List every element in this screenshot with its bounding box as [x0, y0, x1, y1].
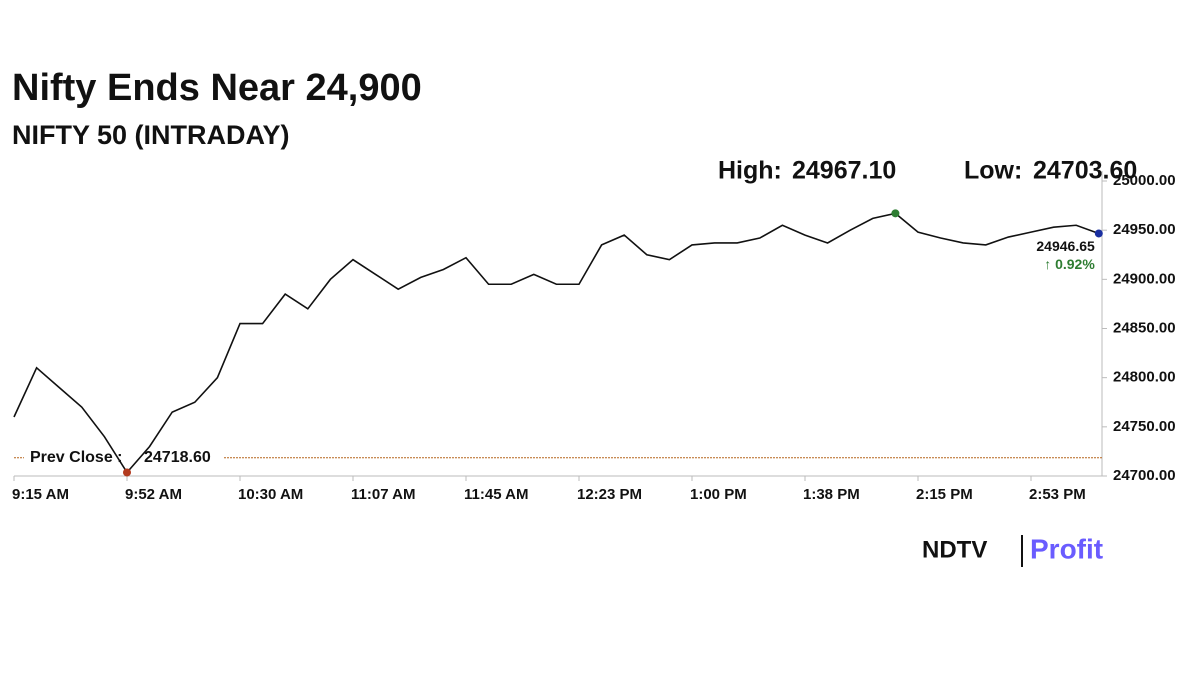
y-tick-label: 24850.00 — [1113, 319, 1176, 336]
change-label: ↑ 0.92% — [1044, 256, 1095, 272]
high-value: 24967.10 — [792, 157, 896, 185]
high-label: High: — [718, 157, 782, 185]
y-tick-label: 24750.00 — [1113, 418, 1176, 435]
y-tick-label: 24700.00 — [1113, 467, 1176, 484]
low-label: Low: — [964, 157, 1022, 185]
prev-close-label: Prev Close : — [30, 449, 122, 466]
logo-profit: Profit — [1030, 533, 1103, 564]
logo-ndtv: NDTV — [922, 536, 987, 563]
x-tick-label: 2:53 PM — [1029, 486, 1086, 503]
y-tick-label: 24950.00 — [1113, 221, 1176, 238]
x-tick-label: 11:45 AM — [464, 486, 528, 503]
x-tick-label: 12:23 PM — [577, 486, 642, 503]
y-tick-label: 24800.00 — [1113, 369, 1176, 386]
high-marker — [891, 209, 900, 218]
last-marker — [1094, 229, 1103, 238]
x-tick-label: 9:52 AM — [125, 486, 182, 503]
chart-subtitle: NIFTY 50 (INTRADAY) — [12, 120, 290, 150]
prev-close-value: 24718.60 — [144, 449, 211, 466]
x-tick-label: 9:15 AM — [12, 486, 69, 503]
x-tick-label: 11:07 AM — [351, 486, 415, 503]
x-tick-label: 10:30 AM — [238, 486, 303, 503]
low-marker — [123, 468, 131, 477]
chart-title: Nifty Ends Near 24,900 — [12, 67, 422, 109]
y-tick-label: 24900.00 — [1113, 270, 1176, 287]
prev-close-bg — [24, 446, 224, 469]
low-value: 24703.60 — [1033, 157, 1137, 185]
x-tick-label: 2:15 PM — [916, 486, 973, 503]
x-tick-label: 1:00 PM — [690, 486, 747, 503]
price-line — [13, 212, 1100, 474]
x-tick-label: 1:38 PM — [803, 486, 860, 503]
y-tick-label: 25000.00 — [1113, 172, 1176, 189]
last-value: 24946.65 — [1036, 238, 1095, 254]
